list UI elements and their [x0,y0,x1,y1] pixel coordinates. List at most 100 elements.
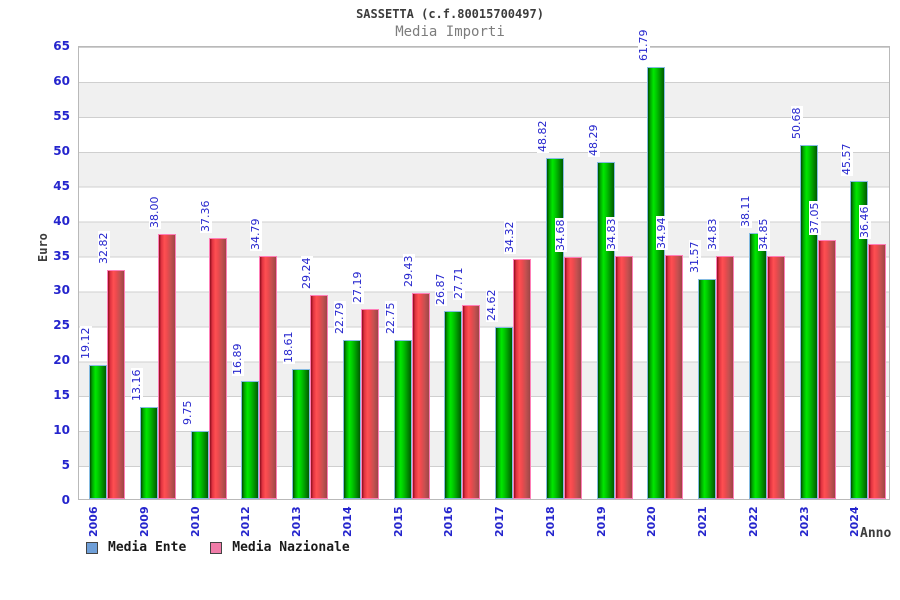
x-tick-2016: 2016 [442,506,456,537]
value-label-media-ente-2021: 31.57 [688,240,701,274]
value-label-media-ente-2019: 48.29 [586,123,600,157]
x-tick-2006: 2006 [87,506,100,537]
bar-media-nazionale-2022 [766,255,785,499]
bar-media-nazionale-2006 [107,269,125,499]
bar-media-ente-2016 [444,311,463,499]
value-label-media-ente-2010: 9.75 [180,399,194,426]
value-label-media-ente-2016: 26.87 [434,272,448,307]
value-label-media-nazionale-2023: 37.05 [807,201,821,236]
bar-media-ente-2024 [850,180,869,499]
value-label-media-ente-2020: 61.79 [637,28,651,63]
x-tick-2014: 2014 [340,506,354,537]
value-label-media-nazionale-2019: 34.83 [604,217,618,251]
chart-title: SASSETTA (c.f.80015700497) [356,7,544,21]
legend-swatch-media-nazionale [210,541,223,554]
legend-swatch-media-ente [86,541,98,554]
value-label-media-ente-2006: 19.12 [79,326,92,361]
bar-media-ente-2022 [748,232,767,499]
bar-media-ente-2009 [139,407,158,499]
value-label-media-nazionale-2012: 34.79 [249,217,263,252]
x-tick-2012: 2012 [239,506,253,537]
legend-label-media-ente: Media Ente [108,540,187,555]
x-tick-2020: 2020 [645,506,659,537]
bar-media-nazionale-2024 [868,244,887,499]
value-label-media-ente-2023: 50.68 [789,106,803,141]
plot-area: 19.12 32.82 13.16 38.00 9.75 37.36 16.89 34.79 1… [78,28,890,500]
bar-media-nazionale-2019 [614,255,633,499]
y-tick-45: 45 [53,178,70,193]
bar-media-ente-2006 [89,365,107,499]
x-tick-2018: 2018 [543,506,557,537]
value-label-media-ente-2014: 22.79 [332,301,346,335]
bar-media-ente-2010 [190,430,209,499]
x-tick-2010: 2010 [188,506,202,537]
value-label-media-nazionale-2016: 27.71 [452,266,466,301]
value-label-media-nazionale-2009: 38.00 [147,195,161,229]
bar-media-ente-2015 [393,340,412,499]
bar-media-ente-2018 [545,158,564,499]
bar-media-nazionale-2010 [208,238,227,499]
value-label-media-nazionale-2010: 37.36 [198,199,212,234]
x-tick-2019: 2019 [594,506,608,537]
y-tick-30: 30 [53,283,70,298]
y-tick-50: 50 [53,143,70,158]
value-label-media-nazionale-2014: 27.19 [350,270,364,305]
value-label-media-ente-2022: 38.11 [738,194,752,228]
bar-media-nazionale-2015 [411,293,430,499]
bar-media-nazionale-2016 [462,305,481,499]
bar-media-ente-2021 [698,278,716,499]
y-tick-35: 35 [53,248,70,263]
value-label-media-nazionale-2017: 34.32 [503,220,516,255]
bar-media-ente-2019 [596,161,615,499]
value-label-media-nazionale-2020: 34.94 [655,216,669,250]
y-tick-55: 55 [53,108,70,123]
y-tick-5: 5 [61,458,70,473]
bar-media-nazionale-2023 [817,240,836,499]
value-label-media-ente-2013: 18.61 [282,330,295,365]
x-tick-2024: 2024 [848,506,862,537]
y-tick-15: 15 [53,388,70,403]
bar-media-nazionale-2017 [513,259,531,499]
bar-media-nazionale-2021 [716,255,734,499]
chart-subtitle: Media Importi [395,24,505,40]
value-label-media-nazionale-2015: 29.43 [401,254,415,289]
x-tick-2017: 2017 [493,506,506,537]
value-label-media-nazionale-2024: 36.46 [858,205,872,240]
y-tick-20: 20 [53,353,70,368]
value-label-media-ente-2009: 13.16 [129,368,143,403]
bar-media-nazionale-2012 [259,256,278,499]
y-tick-25: 25 [53,318,70,333]
value-label-media-ente-2017: 24.62 [485,288,498,323]
x-tick-2013: 2013 [290,506,303,537]
y-tick-10: 10 [53,423,70,438]
x-tick-2009: 2009 [137,506,151,537]
bar-media-ente-2013 [292,369,310,499]
value-label-media-nazionale-2021: 34.83 [706,217,719,251]
x-tick-2015: 2015 [391,506,405,537]
y-tick-65: 65 [53,39,70,53]
value-label-media-nazionale-2006: 32.82 [97,231,110,265]
bar-media-ente-2014 [342,339,361,499]
bar-media-ente-2017 [495,327,513,499]
legend-label-media-nazionale: Media Nazionale [232,540,350,555]
bar-media-ente-2020 [647,67,666,499]
bar-media-ente-2023 [799,145,818,499]
legend: Media Ente Media Nazionale [86,540,374,555]
bar-media-nazionale-2009 [157,233,176,499]
y-tick-40: 40 [53,213,70,228]
bar-media-nazionale-2013 [310,294,328,499]
value-label-media-ente-2012: 16.89 [231,342,245,377]
x-tick-2022: 2022 [746,506,760,537]
x-tick-2021: 2021 [696,506,709,537]
y-tick-60: 60 [53,73,70,88]
value-label-media-ente-2024: 45.57 [840,142,854,176]
x-axis-label: Anno [860,526,892,541]
value-label-media-nazionale-2018: 34.68 [553,218,567,252]
bar-media-ente-2012 [241,381,260,499]
value-label-media-nazionale-2013: 29.24 [300,256,313,290]
x-tick-2023: 2023 [797,506,811,537]
value-label-media-nazionale-2022: 34.85 [756,217,770,251]
bar-media-nazionale-2014 [360,309,379,499]
bar-media-nazionale-2020 [665,254,684,499]
